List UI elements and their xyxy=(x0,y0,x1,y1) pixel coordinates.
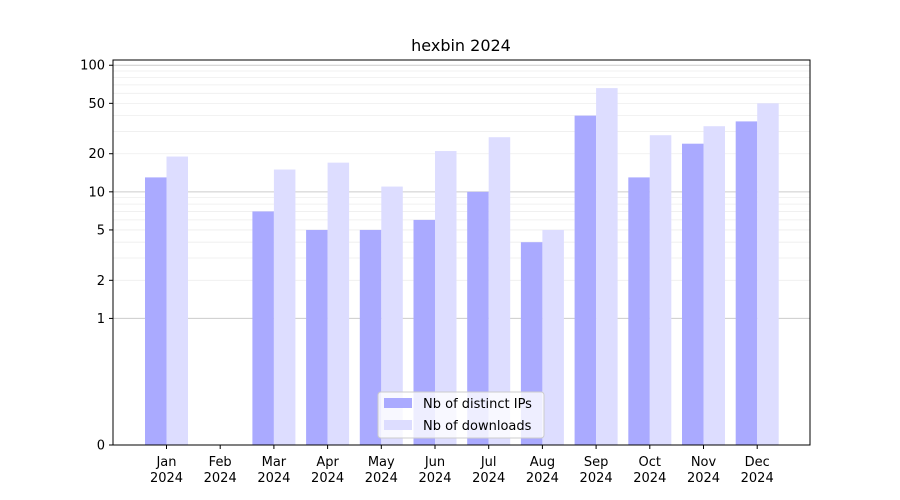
x-tick-label-year: 2024 xyxy=(526,471,559,486)
x-tick-label-month: Sep xyxy=(584,455,609,470)
legend: Nb of distinct IPs Nb of downloads xyxy=(377,391,545,439)
bar-distinct-ips xyxy=(252,211,274,445)
x-tick-label-year: 2024 xyxy=(633,471,666,486)
bar-distinct-ips xyxy=(628,177,650,446)
bars xyxy=(145,88,779,446)
x-tick-label-year: 2024 xyxy=(580,471,613,486)
x-tick-label-month: Apr xyxy=(316,455,339,470)
y-tick-label: 5 xyxy=(97,223,105,238)
x-tick-label-month: May xyxy=(368,455,395,470)
x-tick-label-year: 2024 xyxy=(472,471,505,486)
legend-box xyxy=(377,391,545,439)
bar-downloads xyxy=(596,88,618,445)
x-tick-label-year: 2024 xyxy=(365,471,398,486)
x-tick-label-year: 2024 xyxy=(687,471,720,486)
bar-downloads xyxy=(703,126,725,446)
x-tick-label-year: 2024 xyxy=(257,471,290,486)
x-tick-label-month: Aug xyxy=(530,455,555,470)
bar-distinct-ips xyxy=(574,115,597,445)
x-tick-label-year: 2024 xyxy=(311,471,344,486)
legend-label-downloads: Nb of downloads xyxy=(423,419,532,434)
bar-downloads xyxy=(649,135,672,445)
chart-title: hexbin 2024 xyxy=(411,36,511,55)
x-axis-ticks: Jan2024Feb2024Mar2024Apr2024May2024Jun20… xyxy=(150,445,774,486)
bar-downloads xyxy=(166,156,188,446)
bar-distinct-ips xyxy=(467,191,489,445)
x-tick-label-month: Nov xyxy=(691,455,717,470)
bar-downloads xyxy=(542,229,564,445)
y-tick-label: 1 xyxy=(97,312,105,327)
bar-downloads xyxy=(435,151,457,445)
bar-downloads xyxy=(757,103,779,445)
x-tick-label-year: 2024 xyxy=(204,471,237,486)
bar-downloads xyxy=(273,169,296,445)
bar-downloads xyxy=(381,186,403,446)
bar-distinct-ips xyxy=(735,121,758,445)
y-tick-label: 0 xyxy=(97,439,105,454)
y-tick-label: 2 xyxy=(97,274,105,289)
legend-swatch-distinct-ips xyxy=(384,398,412,408)
x-tick-label-month: Jan xyxy=(155,455,176,470)
y-tick-label: 10 xyxy=(88,185,105,200)
bar-distinct-ips xyxy=(306,229,328,445)
x-tick-label-month: Dec xyxy=(745,455,770,470)
x-tick-label-month: Mar xyxy=(262,455,287,470)
x-tick-label-month: Feb xyxy=(209,455,232,470)
bar-distinct-ips xyxy=(682,143,704,445)
bar-distinct-ips xyxy=(413,219,435,445)
bar-downloads xyxy=(488,137,511,446)
bar-distinct-ips xyxy=(359,229,382,445)
bar-downloads xyxy=(327,162,350,445)
y-tick-label: 100 xyxy=(80,59,105,74)
x-tick-label-year: 2024 xyxy=(418,471,451,486)
x-tick-label-month: Jul xyxy=(480,455,497,470)
y-tick-label: 20 xyxy=(88,147,105,162)
x-tick-label-month: Oct xyxy=(639,455,661,470)
y-tick-label: 50 xyxy=(88,97,105,112)
bar-distinct-ips xyxy=(145,177,167,446)
x-tick-label-year: 2024 xyxy=(741,471,774,486)
x-tick-label-year: 2024 xyxy=(150,471,183,486)
legend-label-distinct-ips: Nb of distinct IPs xyxy=(423,397,532,412)
y-axis-ticks: 0 1 2 5 10 20 50 100 xyxy=(80,59,113,454)
plot-area-frame xyxy=(112,59,811,446)
legend-swatch-downloads xyxy=(384,420,412,430)
x-tick-label-month: Jun xyxy=(424,455,445,470)
